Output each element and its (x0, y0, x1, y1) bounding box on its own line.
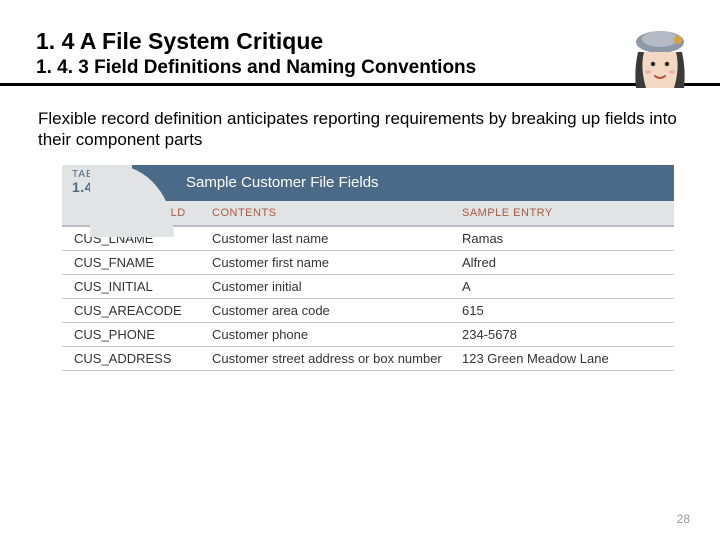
col-head-sample: SAMPLE ENTRY (452, 207, 674, 219)
table-cell: 123 Green Meadow Lane (452, 347, 674, 371)
table-cell: CUS_ADDRESS (62, 347, 202, 371)
table-caption: Sample Customer File Fields (180, 165, 674, 201)
table-cell: Alfred (452, 251, 674, 275)
table-cell: CUS_FNAME (62, 251, 202, 275)
table-cell: Ramas (452, 227, 674, 251)
table-row: CUS_AREACODECustomer area code615 (62, 299, 674, 323)
table-cell: Customer first name (202, 251, 452, 275)
table-cell: 615 (452, 299, 674, 323)
table-cell: Customer last name (202, 227, 452, 251)
table-cell: CUS_PHONE (62, 323, 202, 347)
character-avatar-icon (624, 26, 696, 94)
slide-subtitle: 1. 4. 3 Field Definitions and Naming Con… (36, 57, 684, 79)
title-divider (0, 83, 720, 86)
table-body: CUS_LNAMECustomer last nameRamasCUS_FNAM… (62, 227, 674, 372)
table-header-bar: TABLE 1.4 Sample Customer File Fields (62, 165, 674, 201)
table-cell: Customer street address or box number (202, 347, 452, 371)
slide-title: 1. 4 A File System Critique (36, 28, 684, 55)
table-row: CUS_FNAMECustomer first nameAlfred (62, 251, 674, 275)
col-head-contents: CONTENTS (202, 207, 452, 219)
table-row: CUS_PHONECustomer phone234-5678 (62, 323, 674, 347)
table-row: CUS_INITIALCustomer initialA (62, 275, 674, 299)
table-row: CUS_ADDRESSCustomer street address or bo… (62, 347, 674, 371)
table-cell: Customer phone (202, 323, 452, 347)
sample-fields-table: TABLE 1.4 Sample Customer File Fields FI… (62, 165, 674, 372)
body-paragraph: Flexible record definition anticipates r… (36, 108, 684, 151)
table-cell: Customer area code (202, 299, 452, 323)
page-number: 28 (677, 512, 690, 526)
table-cell: CUS_INITIAL (62, 275, 202, 299)
table-cell: 234-5678 (452, 323, 674, 347)
table-cell: CUS_AREACODE (62, 299, 202, 323)
table-swoosh-decoration (132, 165, 180, 201)
table-cell: Customer initial (202, 275, 452, 299)
table-cell: A (452, 275, 674, 299)
